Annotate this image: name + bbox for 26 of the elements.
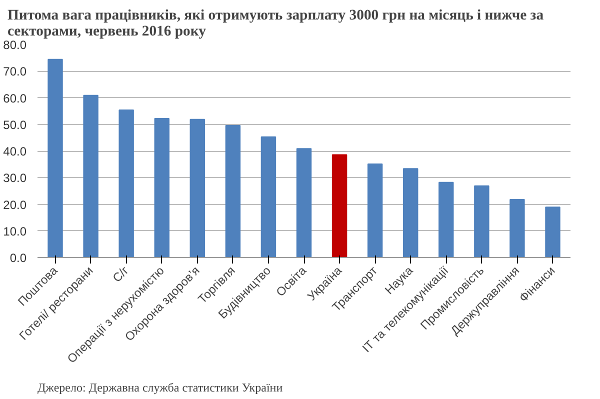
y-tick-label: 40.0	[3, 144, 27, 158]
bar	[83, 94, 98, 258]
bar	[190, 118, 206, 258]
bar	[402, 168, 418, 258]
y-tick-label: 20.0	[3, 198, 27, 212]
bar	[438, 182, 454, 258]
text: Джерело: Державна служба статистики України	[38, 380, 284, 394]
y-tick-label: 30.0	[3, 171, 27, 186]
y-tick-label: 50.0	[3, 118, 27, 132]
y-tick-label: 60.0	[3, 91, 27, 106]
bar	[260, 136, 276, 258]
bar	[296, 148, 312, 258]
y-tick-label: 80.0	[3, 38, 27, 52]
bar	[154, 118, 170, 258]
bar	[474, 185, 490, 258]
bar	[48, 58, 63, 258]
bar	[225, 124, 241, 258]
bar	[510, 198, 525, 258]
bar	[118, 109, 134, 258]
bar	[367, 164, 383, 258]
y-tick-label: 70.0	[3, 64, 27, 79]
bar	[545, 206, 560, 258]
y-tick-label: 0.0	[10, 251, 27, 265]
chart-title: Питома вага працівників, які отримують зарплату 3000 грн на місяць і нижче за секторами, червень 2016 року	[8, 8, 544, 40]
y-tick-label: 10.0	[3, 224, 27, 238]
bar	[332, 154, 348, 258]
